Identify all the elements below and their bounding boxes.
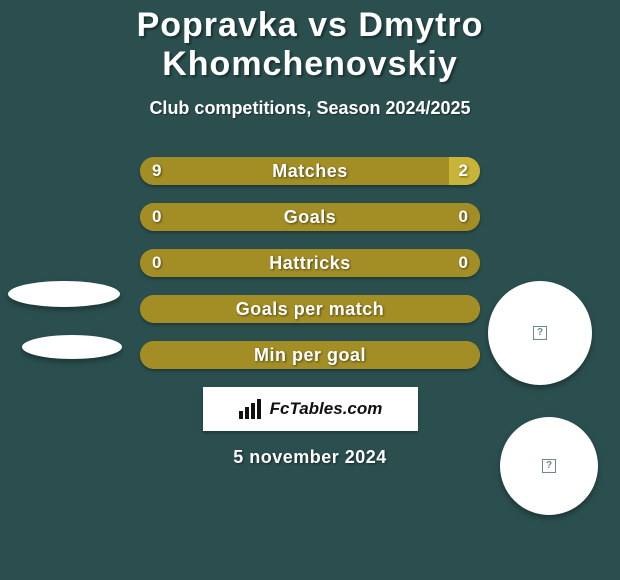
bar-row: 9 Matches 2 [140,157,480,185]
bar-row: 0 Goals 0 [140,203,480,231]
footer-logo-text: FcTables.com [270,399,383,419]
left-ellipse-2 [22,335,122,359]
bar-right-value [456,295,480,323]
placeholder-icon: ? [542,459,556,473]
comparison-stage: ? ? 9 Matches 2 0 Goals 0 0 Hattricks 0 [0,157,620,468]
bar-right-value: 0 [447,249,480,277]
comparison-bars: 9 Matches 2 0 Goals 0 0 Hattricks 0 Goal… [140,157,480,369]
right-circle-1: ? [488,281,592,385]
bar-label: Min per goal [140,341,480,369]
bar-right-value: 0 [447,203,480,231]
bar-label: Matches [140,157,480,185]
bar-right-value [456,341,480,369]
placeholder-icon: ? [533,326,547,340]
bar-row: 0 Hattricks 0 [140,249,480,277]
bar-label: Hattricks [140,249,480,277]
subtitle: Club competitions, Season 2024/2025 [0,98,620,119]
right-circle-2: ? [500,417,598,515]
bar-row: Goals per match [140,295,480,323]
page-title: Popravka vs Dmytro Khomchenovskiy [0,0,620,84]
bar-label: Goals [140,203,480,231]
footer-logo: FcTables.com [203,387,418,431]
bar-row: Min per goal [140,341,480,369]
bars-icon [238,399,266,419]
left-ellipse-1 [8,281,120,307]
bar-right-value: 2 [447,157,480,185]
bar-label: Goals per match [140,295,480,323]
